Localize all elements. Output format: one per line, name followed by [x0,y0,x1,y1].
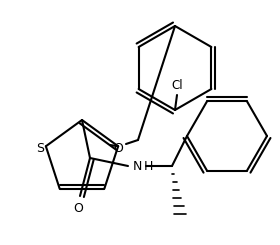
Text: N: N [133,159,142,172]
Text: Cl: Cl [171,79,183,92]
Text: H: H [144,159,153,172]
Text: O: O [73,201,83,215]
Text: S: S [36,142,44,155]
Text: O: O [113,142,123,155]
